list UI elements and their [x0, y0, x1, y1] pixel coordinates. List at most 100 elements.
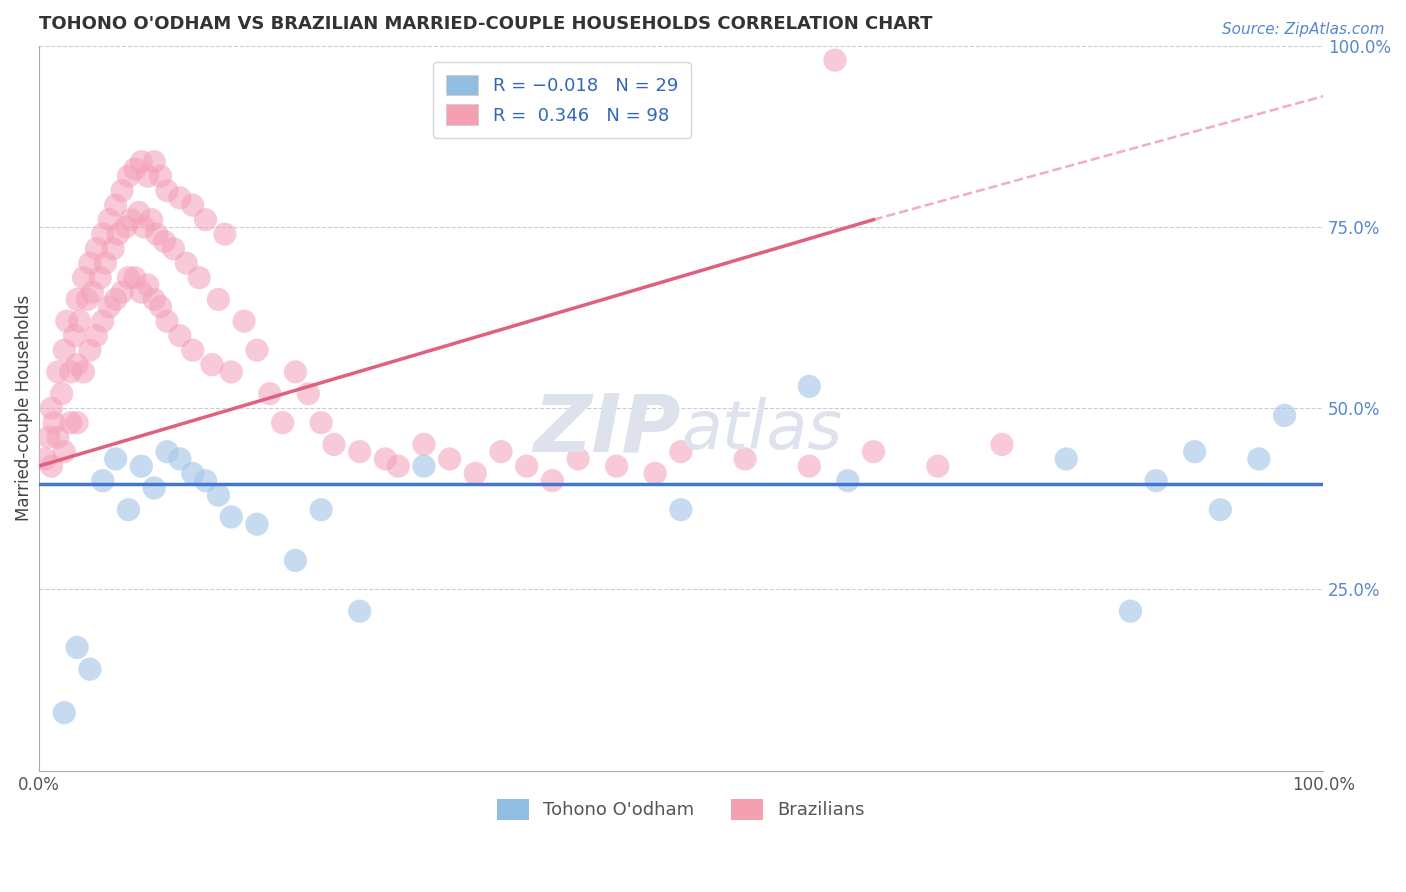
Point: [91, 227, 114, 242]
Point: [66, 640, 89, 655]
Point: [86, 328, 108, 343]
Point: [98, 212, 121, 227]
Point: [188, 270, 211, 285]
Point: [259, 386, 281, 401]
Point: [156, 184, 179, 198]
Point: [219, 365, 242, 379]
Text: TOHONO O'ODHAM VS BRAZILIAN MARRIED-COUPLE HOUSEHOLDS CORRELATION CHART: TOHONO O'ODHAM VS BRAZILIAN MARRIED-COUP…: [38, 15, 932, 33]
Point: [1144, 474, 1167, 488]
Point: [79, 256, 101, 270]
Point: [51, 386, 73, 401]
Point: [72, 365, 94, 379]
Point: [69, 314, 91, 328]
Point: [233, 314, 256, 328]
Point: [1247, 451, 1270, 466]
Point: [149, 300, 172, 314]
Point: [669, 502, 692, 516]
Point: [141, 212, 163, 227]
Point: [101, 242, 124, 256]
Point: [567, 451, 589, 466]
Point: [413, 437, 436, 451]
Point: [66, 358, 89, 372]
Point: [128, 205, 150, 219]
Point: [104, 293, 127, 307]
Point: [107, 227, 129, 242]
Point: [46, 365, 69, 379]
Point: [927, 459, 949, 474]
Point: [79, 343, 101, 358]
Point: [59, 416, 82, 430]
Point: [1184, 444, 1206, 458]
Point: [194, 212, 217, 227]
Point: [59, 365, 82, 379]
Point: [201, 358, 224, 372]
Point: [53, 343, 76, 358]
Point: [219, 510, 242, 524]
Point: [824, 53, 846, 67]
Y-axis label: Married-couple Households: Married-couple Households: [15, 295, 32, 521]
Point: [145, 227, 167, 242]
Point: [143, 154, 166, 169]
Point: [516, 459, 538, 474]
Point: [79, 662, 101, 676]
Point: [131, 459, 153, 474]
Point: [34, 451, 56, 466]
Point: [194, 474, 217, 488]
Point: [606, 459, 628, 474]
Point: [644, 467, 666, 481]
Point: [56, 314, 79, 328]
Point: [115, 219, 138, 234]
Point: [53, 706, 76, 720]
Point: [297, 386, 319, 401]
Point: [143, 293, 166, 307]
Point: [271, 416, 294, 430]
Point: [120, 212, 142, 227]
Point: [246, 343, 269, 358]
Point: [66, 416, 89, 430]
Point: [104, 198, 127, 212]
Point: [124, 161, 146, 176]
Point: [94, 256, 117, 270]
Point: [207, 488, 229, 502]
Point: [174, 256, 197, 270]
Point: [669, 444, 692, 458]
Point: [124, 270, 146, 285]
Point: [66, 293, 89, 307]
Point: [149, 169, 172, 184]
Point: [117, 502, 139, 516]
Point: [169, 191, 191, 205]
Point: [349, 604, 371, 618]
Point: [1054, 451, 1077, 466]
Point: [387, 459, 409, 474]
Point: [132, 219, 155, 234]
Point: [837, 474, 859, 488]
Point: [72, 270, 94, 285]
Point: [862, 444, 884, 458]
Point: [1274, 409, 1296, 423]
Point: [136, 169, 159, 184]
Point: [349, 444, 371, 458]
Point: [284, 553, 307, 567]
Point: [41, 459, 63, 474]
Point: [76, 293, 98, 307]
Point: [86, 242, 108, 256]
Point: [91, 474, 114, 488]
Point: [439, 451, 461, 466]
Point: [1119, 604, 1142, 618]
Point: [136, 277, 159, 292]
Point: [214, 227, 236, 242]
Point: [41, 401, 63, 416]
Point: [46, 430, 69, 444]
Point: [246, 517, 269, 532]
Point: [1209, 502, 1232, 516]
Point: [284, 365, 307, 379]
Text: ZIP: ZIP: [533, 391, 681, 469]
Point: [117, 169, 139, 184]
Point: [181, 198, 204, 212]
Point: [541, 474, 564, 488]
Point: [489, 444, 512, 458]
Point: [374, 451, 396, 466]
Point: [323, 437, 346, 451]
Text: atlas: atlas: [681, 397, 842, 463]
Legend: Tohono O'odham, Brazilians: Tohono O'odham, Brazilians: [489, 791, 872, 827]
